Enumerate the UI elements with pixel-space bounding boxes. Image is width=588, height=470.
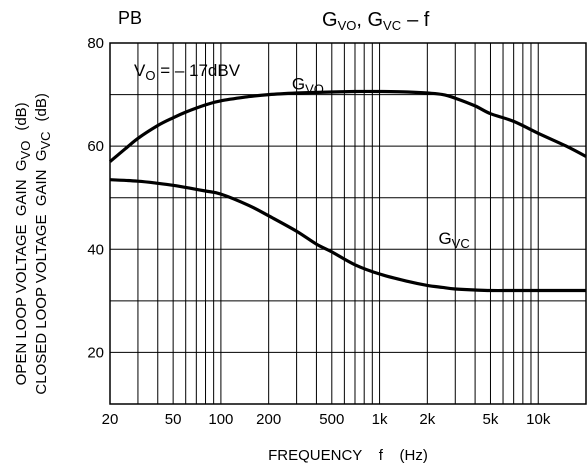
series-label-gvc: GVC	[438, 229, 469, 251]
x-tick-label: 50	[165, 411, 182, 428]
plot-frame	[109, 42, 587, 405]
y-axis-label-open-loop: OPEN LOOP VOLTAGE GAIN GVO(dB)	[13, 90, 33, 406]
x-tick-label: 100	[208, 411, 233, 428]
y-tick-label: 80	[87, 35, 104, 52]
x-tick-label: 10k	[526, 411, 551, 428]
y-tick-label: 20	[87, 344, 104, 361]
x-tick-label: 2k	[419, 411, 435, 428]
y-axis-label-closed-loop: CLOSED LOOP VOLTAGE GAIN GVC(dB)	[33, 81, 53, 416]
series-line-gvo	[108, 89, 587, 163]
x-tick-label: 20	[102, 411, 119, 428]
series-label-gvo: GVO	[292, 74, 324, 96]
x-axis-label: FREQUENCY f (Hz)	[268, 447, 428, 464]
series-lines	[108, 89, 587, 293]
grid	[109, 43, 587, 404]
y-tick-label: 60	[87, 138, 104, 155]
series-line-gvc	[109, 178, 586, 293]
condition-label: VO = – 17dBV	[134, 61, 241, 83]
x-tick-label: 200	[256, 411, 281, 428]
x-tick-label: 5k	[483, 411, 499, 428]
tick-labels: 20 50 100 200 500 1k 2k 5k 10k 20 40 60 80	[87, 35, 551, 428]
x-tick-label: 1k	[372, 411, 388, 428]
y-tick-label: 40	[87, 241, 104, 258]
corner-label: PB	[118, 8, 142, 28]
chart-title: GVO, GVC – f	[322, 9, 430, 33]
x-tick-label: 500	[319, 411, 344, 428]
